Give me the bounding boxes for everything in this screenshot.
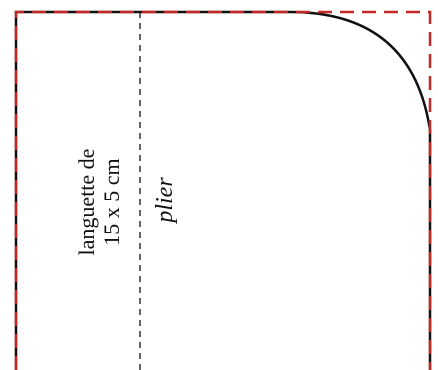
tab-label-line2: 15 x 5 cm bbox=[99, 158, 124, 246]
fold-label: plier bbox=[152, 177, 178, 223]
tab-label: languette de 15 x 5 cm bbox=[74, 117, 134, 287]
cut-line bbox=[14, 10, 432, 370]
tab-label-line1: languette de bbox=[74, 148, 99, 256]
pattern-outline bbox=[14, 10, 432, 370]
